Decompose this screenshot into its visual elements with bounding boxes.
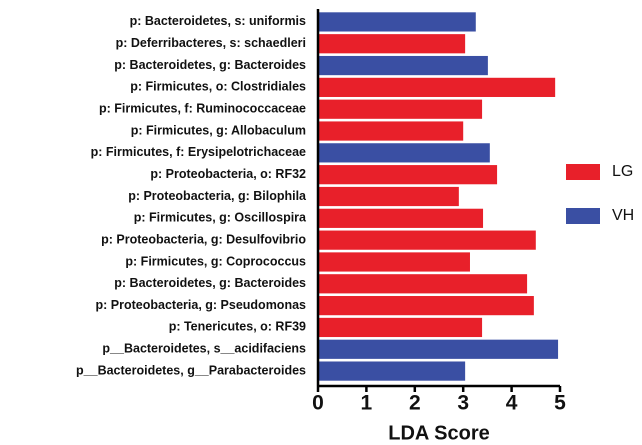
y-tick-label: p: Firmicutes, g: Allobaculum bbox=[131, 123, 306, 137]
bar bbox=[318, 55, 488, 76]
legend-swatch bbox=[566, 208, 600, 224]
y-tick-label: p: Bacteroidetes, g: Bacteroides bbox=[114, 276, 306, 290]
x-tick-label: 5 bbox=[554, 392, 566, 415]
y-tick-label: p: Firmicutes, g: Coprococcus bbox=[125, 254, 306, 268]
y-tick-label: p: Bacteroidetes, s: uniformis bbox=[130, 14, 306, 28]
x-tick-label: 1 bbox=[361, 392, 373, 415]
bar bbox=[318, 165, 498, 185]
bar bbox=[318, 317, 483, 338]
y-tick-label: p: Proteobacteria, g: Pseudomonas bbox=[96, 298, 307, 312]
bar bbox=[318, 274, 528, 294]
bar bbox=[318, 99, 483, 119]
x-tick-label: 4 bbox=[506, 392, 518, 415]
bar bbox=[318, 230, 536, 250]
legend-label: LG bbox=[612, 163, 633, 180]
bar bbox=[318, 252, 470, 272]
bar bbox=[318, 143, 490, 163]
bar bbox=[318, 121, 464, 141]
y-tick-label: p: Bacteroidetes, g: Bacteroides bbox=[114, 58, 306, 72]
y-tick-label: p: Firmicutes, f: Erysipelotrichaceae bbox=[91, 145, 306, 159]
y-tick-label: p__Bacteroidetes, s__acidifaciens bbox=[102, 342, 306, 356]
bar bbox=[318, 186, 459, 207]
bar bbox=[318, 12, 476, 32]
y-tick-label: p: Firmicutes, g: Oscillospira bbox=[134, 211, 307, 225]
bar bbox=[318, 34, 466, 54]
legend-swatch bbox=[566, 164, 600, 180]
y-tick-label: p: Deferribacteres, s: schaedleri bbox=[116, 36, 306, 50]
bar bbox=[318, 361, 466, 381]
x-axis-label: LDA Score bbox=[388, 422, 490, 444]
bar bbox=[318, 77, 556, 97]
x-tick-label: 3 bbox=[457, 392, 469, 415]
x-tick-label: 2 bbox=[409, 392, 421, 415]
y-tick-label: p: Proteobacteria, o: RF32 bbox=[150, 167, 306, 181]
bar bbox=[318, 296, 534, 316]
y-tick-label: p: Firmicutes, o: Clostridiales bbox=[130, 80, 306, 94]
bar bbox=[318, 208, 484, 228]
y-tick-label: p: Tenericutes, o: RF39 bbox=[169, 320, 306, 334]
legend-label: VH bbox=[612, 207, 634, 224]
y-tick-label: p: Proteobacteria, g: Desulfovibrio bbox=[101, 232, 306, 246]
y-tick-label: p__Bacteroidetes, g__Parabacteroides bbox=[76, 363, 306, 377]
x-tick-label: 0 bbox=[312, 392, 324, 415]
y-tick-label: p: Proteobacteria, g: Bilophila bbox=[128, 189, 307, 203]
y-tick-label: p: Firmicutes, f: Ruminococcaceae bbox=[99, 102, 306, 116]
bar bbox=[318, 339, 559, 359]
